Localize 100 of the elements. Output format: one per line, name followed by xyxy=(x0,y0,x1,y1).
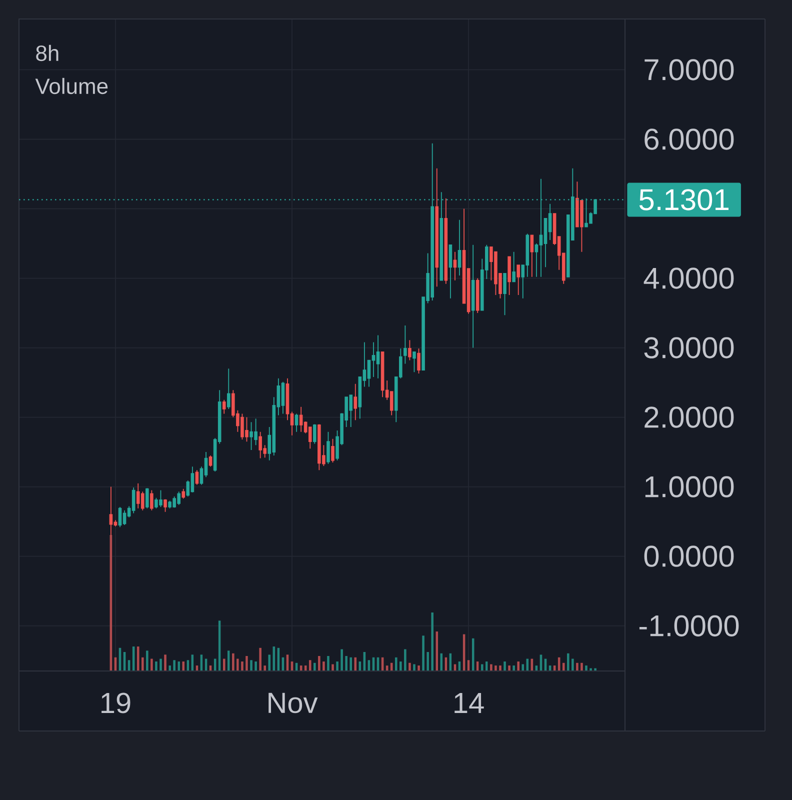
bar xyxy=(517,661,520,671)
bar xyxy=(566,653,570,671)
candlestick xyxy=(435,168,439,288)
candlestick xyxy=(503,272,506,316)
bar xyxy=(431,612,434,671)
bar xyxy=(322,661,325,671)
candlestick xyxy=(182,488,186,500)
candlestick xyxy=(299,406,303,432)
candlestick xyxy=(150,490,154,511)
y-tick-label: 4.0000 xyxy=(644,268,734,289)
candlestick xyxy=(195,470,199,486)
candlestick xyxy=(453,251,457,281)
bar xyxy=(264,666,266,671)
bar xyxy=(182,661,185,671)
bar xyxy=(268,654,271,671)
bar xyxy=(580,662,583,671)
bar xyxy=(259,648,262,671)
bar xyxy=(504,661,506,671)
candlestick xyxy=(326,431,330,464)
y-tick-label: 0.0000 xyxy=(644,546,734,567)
bar xyxy=(499,666,502,671)
bar xyxy=(508,666,510,671)
candlestick xyxy=(222,399,226,414)
candlestick xyxy=(281,381,285,414)
y-tick-label: 2.0000 xyxy=(644,406,734,428)
bar xyxy=(327,656,330,671)
bar xyxy=(408,662,411,671)
bar xyxy=(585,666,588,671)
x-tick-label: 14 xyxy=(454,693,484,713)
bar xyxy=(250,660,252,671)
candlestick xyxy=(458,219,462,276)
bar xyxy=(318,656,320,671)
candlestick xyxy=(313,424,316,444)
candlestick xyxy=(508,256,511,296)
candlestick xyxy=(444,198,448,284)
candlestick xyxy=(380,351,384,398)
bar xyxy=(173,660,176,671)
candlestick xyxy=(190,466,194,493)
y-tick-label: 6.0000 xyxy=(644,128,734,150)
bar xyxy=(150,658,153,671)
candlestick xyxy=(516,264,520,296)
bar xyxy=(440,653,443,671)
chart-title: Volume xyxy=(35,78,108,94)
x-tick-label: 19 xyxy=(102,692,130,714)
bar xyxy=(494,666,497,671)
candlestick xyxy=(404,325,407,364)
candlestick xyxy=(208,455,212,468)
candlestick xyxy=(471,244,475,348)
candlestick xyxy=(122,510,126,526)
bar xyxy=(400,661,402,671)
bar xyxy=(136,646,140,671)
bar xyxy=(413,664,416,671)
bar xyxy=(336,661,338,671)
bar xyxy=(572,658,574,671)
candlestick xyxy=(448,244,452,299)
y-tick-label: -1.0000 xyxy=(639,615,739,636)
bar xyxy=(422,636,424,671)
candlestick xyxy=(164,498,167,512)
y-tick-label: 1.0000 xyxy=(645,476,734,498)
bar xyxy=(160,658,162,671)
bar xyxy=(155,661,158,671)
bar xyxy=(146,650,148,671)
bar xyxy=(232,653,234,671)
candlestick xyxy=(476,278,480,314)
candlestick xyxy=(294,413,298,432)
bar xyxy=(394,657,398,671)
ref-line-label: 5.1301 xyxy=(639,189,728,210)
bar xyxy=(345,656,348,671)
candlestick xyxy=(512,251,516,282)
bar xyxy=(254,661,257,671)
bar xyxy=(350,657,352,671)
candlestick xyxy=(146,488,149,509)
candlestick xyxy=(530,234,534,278)
bar xyxy=(354,657,357,671)
candlestick xyxy=(417,348,420,374)
bar xyxy=(480,664,484,671)
bar xyxy=(332,664,334,671)
bar xyxy=(490,664,492,671)
bar xyxy=(512,666,515,671)
bar xyxy=(522,664,524,671)
candlestick xyxy=(226,368,230,410)
bar xyxy=(340,649,343,671)
bar xyxy=(222,658,226,671)
bar xyxy=(164,654,166,671)
y-tick-label: 3.0000 xyxy=(644,337,734,358)
candlestick xyxy=(118,506,122,528)
text: 8h xyxy=(36,44,58,62)
y-tick-label: 7.0000 xyxy=(644,59,734,80)
candlestick xyxy=(376,334,380,379)
bar xyxy=(141,657,144,671)
candlestick xyxy=(331,438,334,463)
bar xyxy=(404,649,406,671)
candlestick xyxy=(354,383,358,421)
bar xyxy=(314,662,316,671)
bar xyxy=(390,662,393,671)
bar xyxy=(562,662,565,671)
candlestick xyxy=(132,487,136,514)
bar xyxy=(308,660,312,671)
candlestick xyxy=(408,340,412,361)
x-tick-label: Nov xyxy=(268,692,318,714)
